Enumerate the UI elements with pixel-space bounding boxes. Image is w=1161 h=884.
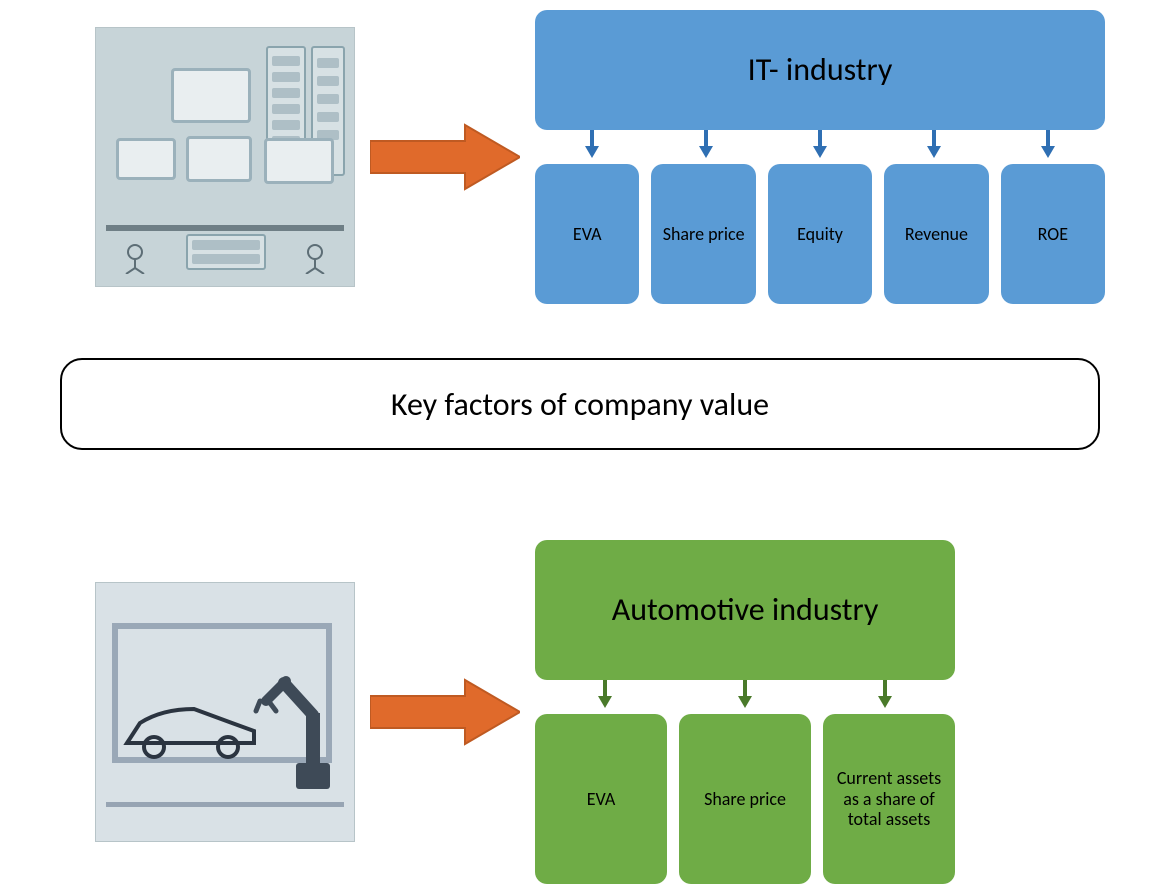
auto-connector — [675, 680, 815, 708]
automotive-hierarchy: Automotive industry EVA Share price Curren… — [535, 540, 955, 884]
auto-child-label: Current assets as a share of total asset… — [829, 768, 949, 830]
auto-child-box: EVA — [535, 714, 667, 884]
auto-child-label: EVA — [587, 789, 616, 810]
down-arrow-icon — [738, 680, 752, 708]
down-arrow-icon — [598, 680, 612, 708]
down-arrow-icon — [878, 680, 892, 708]
it-child-label: EVA — [573, 224, 602, 245]
it-child-box: Equity — [768, 164, 872, 304]
it-hierarchy: IT- industry EVA Share price Equity Revenue… — [535, 10, 1105, 304]
auto-connector — [535, 680, 675, 708]
it-children: EVA Share price Equity Revenue ROE — [535, 164, 1105, 304]
center-banner: Key factors of company value — [60, 358, 1100, 450]
it-connector — [877, 130, 991, 158]
automotive-header-box: Automotive industry — [535, 540, 955, 680]
it-connectors — [535, 130, 1105, 158]
it-child-box: Revenue — [884, 164, 988, 304]
down-arrow-icon — [585, 130, 599, 158]
down-arrow-icon — [813, 130, 827, 158]
down-arrow-icon — [1041, 130, 1055, 158]
row-it: IT- industry EVA Share price Equity Revenue… — [95, 10, 1125, 304]
right-arrow-icon — [370, 121, 520, 193]
automotive-connectors — [535, 680, 955, 708]
it-connector — [535, 130, 649, 158]
arrow-it — [355, 121, 535, 193]
it-child-label: Equity — [797, 224, 843, 245]
auto-child-box: Current assets as a share of total asset… — [823, 714, 955, 884]
banner-text: Key factors of company value — [391, 385, 769, 424]
right-arrow-icon — [370, 676, 520, 748]
automotive-header-label: Automotive industry — [612, 592, 879, 627]
it-child-label: Revenue — [905, 224, 968, 245]
automotive-children: EVA Share price Current assets as a share … — [535, 714, 955, 884]
auto-child-label: Share price — [704, 789, 786, 810]
automotive-illustration — [95, 582, 355, 842]
it-connector — [991, 130, 1105, 158]
it-connector — [763, 130, 877, 158]
it-illustration — [95, 27, 355, 287]
it-child-label: ROE — [1038, 224, 1068, 245]
it-child-box: Share price — [651, 164, 755, 304]
down-arrow-icon — [699, 130, 713, 158]
it-child-box: EVA — [535, 164, 639, 304]
it-child-box: ROE — [1001, 164, 1105, 304]
arrow-automotive — [355, 676, 535, 748]
auto-connector — [815, 680, 955, 708]
it-child-label: Share price — [663, 224, 745, 245]
it-connector — [649, 130, 763, 158]
it-header-label: IT- industry — [748, 52, 893, 87]
down-arrow-icon — [927, 130, 941, 158]
row-automotive: Automotive industry EVA Share price Curren… — [95, 540, 1125, 884]
auto-child-box: Share price — [679, 714, 811, 884]
it-header-box: IT- industry — [535, 10, 1105, 130]
